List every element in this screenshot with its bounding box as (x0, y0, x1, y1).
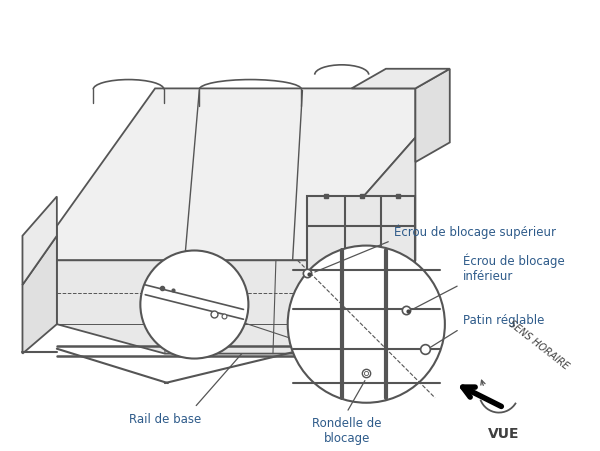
Polygon shape (415, 69, 450, 162)
Text: Patin réglable: Patin réglable (463, 314, 544, 327)
Text: Rail de base: Rail de base (129, 413, 201, 426)
Text: Écrou de blocage
inférieur: Écrou de blocage inférieur (463, 253, 564, 283)
Circle shape (287, 246, 445, 403)
Polygon shape (352, 69, 450, 88)
Text: Écrou de blocage supérieur: Écrou de blocage supérieur (394, 224, 556, 239)
Polygon shape (57, 138, 415, 354)
Text: SENS HORAIRE: SENS HORAIRE (507, 318, 571, 371)
Polygon shape (22, 236, 57, 354)
Polygon shape (22, 197, 57, 285)
Polygon shape (307, 197, 415, 354)
Polygon shape (57, 88, 415, 260)
Text: VUE: VUE (488, 427, 520, 441)
Text: Rondelle de
blocage: Rondelle de blocage (312, 418, 382, 446)
Circle shape (140, 250, 248, 359)
